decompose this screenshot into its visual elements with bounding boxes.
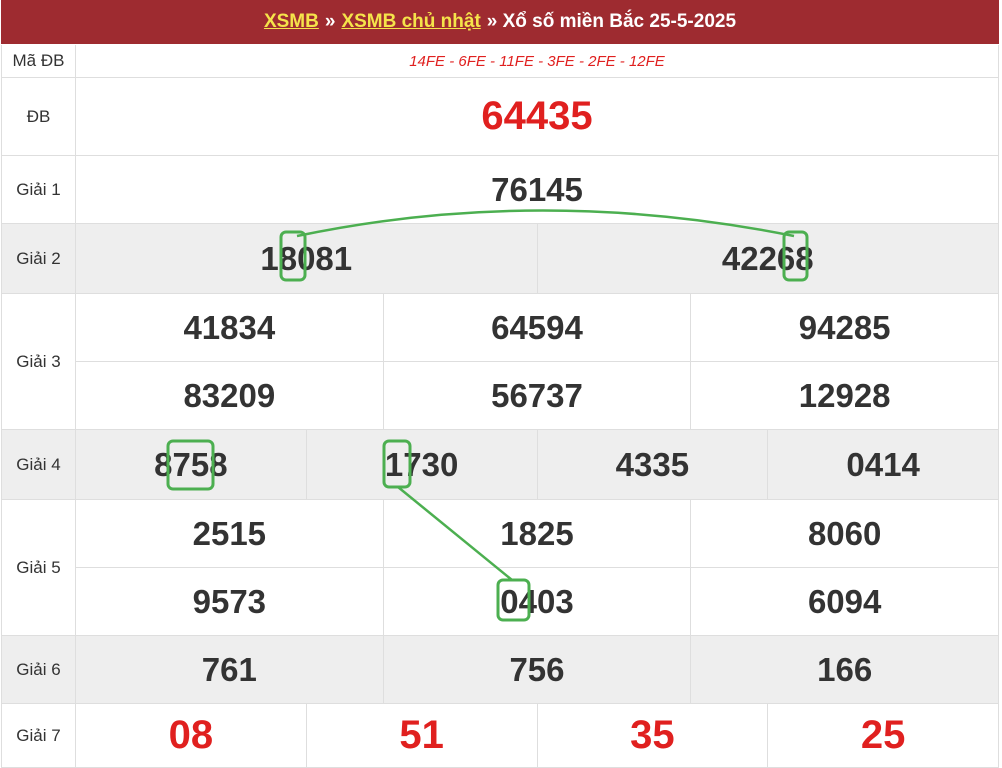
prize-number: 18081: [76, 224, 538, 294]
prize-number: 41834: [76, 294, 384, 362]
prize-number: 64594: [383, 294, 692, 362]
prize-number: 25: [768, 704, 999, 768]
prize-number: 08: [76, 704, 307, 768]
prize-number: 1825: [383, 500, 692, 568]
prize-number: 1730: [306, 430, 538, 500]
prize-label: Giải 6: [1, 636, 76, 704]
prize-number: 166: [691, 636, 999, 704]
prize-number: 756: [383, 636, 692, 704]
header: XSMB » XSMB chủ nhật » Xổ số miền Bắc 25…: [1, 0, 999, 44]
prize-number: 0414: [768, 430, 999, 500]
prize-number: 51: [306, 704, 538, 768]
xsmb-sunday-link[interactable]: XSMB chủ nhật: [341, 11, 481, 32]
separator: »: [324, 11, 336, 32]
prize-number: 9573: [76, 568, 384, 636]
prize-number: 8758: [76, 430, 307, 500]
prize-number: 56737: [383, 362, 692, 430]
prize-number: 83209: [76, 362, 384, 430]
prize-label: Giải 5: [1, 500, 76, 636]
prize-number: 35: [537, 704, 769, 768]
prize-label: Mã ĐB: [1, 45, 76, 78]
prize-number: 64435: [76, 78, 999, 156]
prize-number: 94285: [691, 294, 999, 362]
prize-number: 8060: [691, 500, 999, 568]
header-title: » Xổ số miền Bắc 25-5-2025: [486, 11, 737, 32]
prize-label: ĐB: [1, 78, 76, 156]
prize-number: 42268: [537, 224, 999, 294]
prize-label: Giải 2: [1, 224, 76, 294]
prize-label: Giải 4: [1, 430, 76, 500]
prize-label: Giải 1: [1, 156, 76, 224]
prize-number: 761: [76, 636, 384, 704]
prize-number: 4335: [537, 430, 769, 500]
prize-number: 12928: [691, 362, 999, 430]
prize-number: 6094: [691, 568, 999, 636]
prize-label: Giải 3: [1, 294, 76, 430]
prize-number: 14FE - 6FE - 11FE - 3FE - 2FE - 12FE: [76, 45, 999, 78]
prize-label: Giải 7: [1, 704, 76, 768]
prize-number: 76145: [76, 156, 999, 224]
prize-number: 2515: [76, 500, 384, 568]
prize-number: 0403: [383, 568, 692, 636]
xsmb-link[interactable]: XSMB: [263, 11, 319, 32]
